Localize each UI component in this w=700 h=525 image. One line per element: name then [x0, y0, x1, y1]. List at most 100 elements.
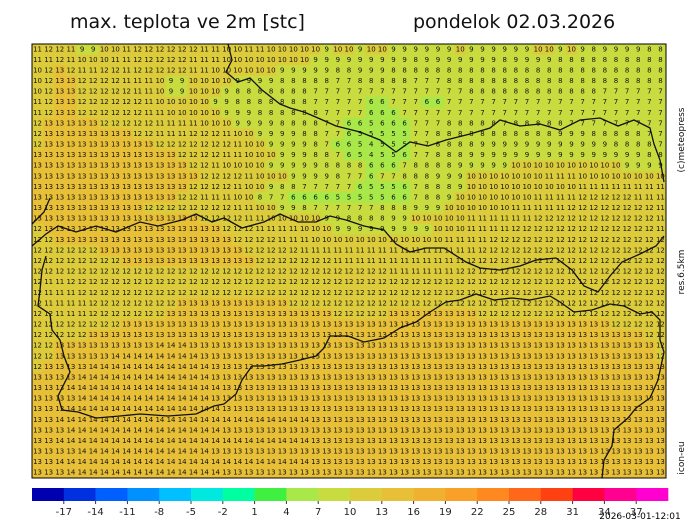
cell-color: [432, 192, 444, 204]
cell-value: 14: [189, 458, 198, 466]
cell-value: 13: [534, 373, 543, 381]
cell-value: 12: [567, 204, 576, 212]
colorbar-tick-label: 16: [407, 507, 420, 518]
cell-color: [321, 319, 333, 331]
cell-value: 12: [100, 119, 109, 127]
cell-value: 13: [178, 310, 187, 318]
cell-color: [43, 202, 55, 214]
cell-color: [510, 107, 522, 119]
cell-color: [310, 308, 322, 320]
cell-color: [265, 65, 278, 77]
cell-value: 8: [280, 119, 284, 127]
cell-color: [621, 181, 634, 193]
cell-color: [287, 44, 300, 55]
cell-color: [132, 245, 144, 257]
cell-value: 9: [302, 66, 306, 74]
cell-value: 8: [591, 45, 595, 53]
cell-value: 9: [480, 56, 484, 64]
cell-color: [176, 255, 189, 267]
cell-value: 12: [333, 289, 342, 297]
cell-color: [287, 340, 300, 352]
cell-color: [109, 202, 122, 214]
cell-value: 11: [478, 236, 487, 244]
cell-color: [243, 340, 255, 352]
cell-color: [632, 171, 645, 183]
cell-color: [254, 308, 266, 320]
cell-color: [254, 149, 266, 161]
cell-color: [610, 118, 622, 130]
cell-value: 12: [611, 215, 620, 223]
cell-color: [588, 276, 600, 288]
cell-color: [243, 319, 255, 331]
cell-value: 9: [224, 109, 228, 117]
cell-value: 12: [511, 310, 520, 318]
cell-value: 13: [367, 331, 376, 339]
cell-value: 10: [634, 172, 643, 180]
cell-color: [543, 234, 556, 246]
cell-color: [499, 160, 511, 172]
cell-value: 12: [623, 215, 632, 223]
cell-value: 10: [244, 141, 253, 149]
cell-value: 14: [100, 384, 109, 392]
cell-color: [109, 276, 122, 288]
cell-color: [643, 96, 656, 108]
cell-value: 13: [144, 257, 153, 265]
cell-value: 13: [511, 426, 520, 434]
cell-value: 6: [380, 119, 385, 127]
cell-value: 12: [144, 45, 153, 53]
cell-value: 7: [347, 98, 351, 106]
cell-color: [209, 234, 222, 246]
cell-color: [621, 54, 634, 66]
cell-color: [198, 86, 211, 98]
cell-color: [554, 44, 567, 55]
cell-color: [120, 149, 133, 161]
cell-color: [643, 329, 656, 341]
cell-value: 13: [545, 342, 554, 350]
cell-value: 13: [244, 310, 253, 318]
cell-value: 8: [525, 77, 529, 85]
cell-color: [532, 75, 545, 87]
cell-value: 13: [411, 426, 420, 434]
cell-color: [554, 107, 567, 119]
cell-value: 6: [402, 193, 407, 201]
cell-color: [87, 223, 100, 235]
cell-value: 8: [502, 130, 506, 138]
cell-value: 13: [367, 405, 376, 413]
cell-value: 9: [514, 151, 518, 159]
cell-value: 11: [311, 246, 320, 254]
cell-color: [32, 118, 44, 130]
cell-value: 13: [511, 352, 520, 360]
cell-value: 13: [445, 395, 454, 403]
cell-color: [632, 139, 645, 151]
cell-color: [488, 329, 500, 341]
cell-color: [588, 181, 600, 193]
cell-color: [410, 340, 422, 352]
cell-value: 13: [244, 395, 253, 403]
cell-value: 11: [456, 236, 465, 244]
cell-color: [287, 234, 300, 246]
cell-value: 12: [155, 289, 164, 297]
cell-color: [610, 319, 622, 331]
cell-value: 13: [367, 448, 376, 456]
cell-value: 13: [567, 448, 576, 456]
cell-color: [399, 65, 411, 77]
cell-value: 13: [322, 395, 331, 403]
cell-color: [387, 96, 400, 108]
cell-value: 13: [89, 130, 98, 138]
cell-color: [454, 350, 467, 362]
cell-value: 9: [458, 183, 462, 191]
cell-value: 12: [611, 257, 620, 265]
cell-color: [132, 287, 144, 299]
cell-value: 12: [500, 257, 509, 265]
cell-value: 13: [456, 342, 465, 350]
cell-value: 13: [567, 416, 576, 424]
cell-value: 12: [378, 310, 387, 318]
cell-value: 10: [523, 172, 532, 180]
cell-color: [621, 96, 634, 108]
cell-color: [354, 234, 367, 246]
cell-color: [221, 54, 233, 66]
cell-color: [176, 372, 189, 384]
cell-color: [632, 202, 645, 214]
cell-value: 13: [311, 331, 320, 339]
cell-value: 12: [78, 246, 87, 254]
